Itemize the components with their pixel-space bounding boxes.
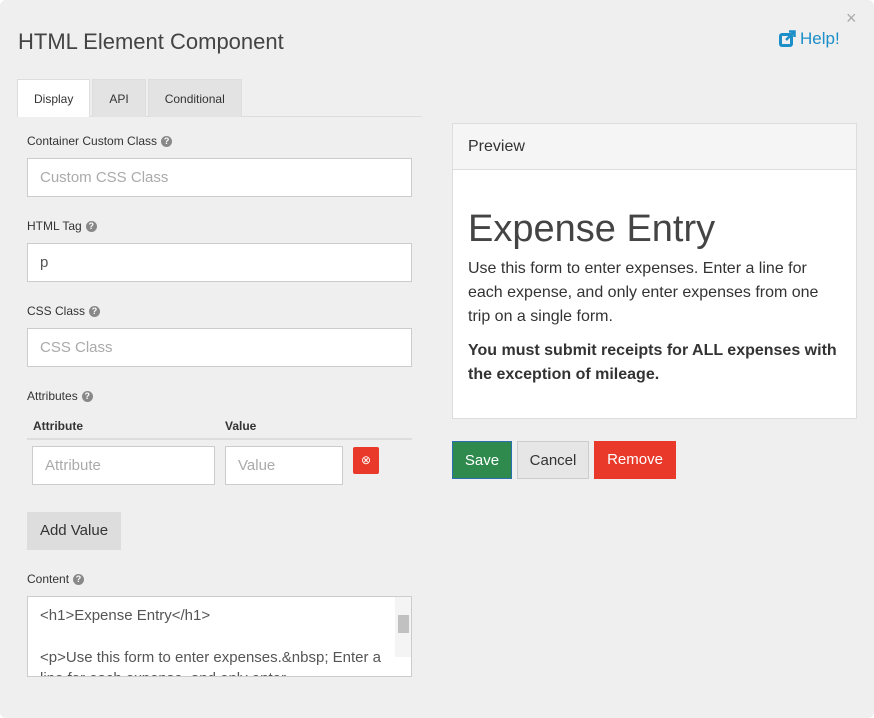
preview-bold-paragraph: You must submit receipts for ALL expense…: [468, 342, 837, 383]
save-button[interactable]: Save: [452, 441, 512, 479]
help-icon[interactable]: ?: [81, 390, 93, 402]
scrollbar[interactable]: [395, 597, 411, 657]
content-line: <h1>Expense Entry</h1>: [40, 607, 211, 624]
html-tag-input[interactable]: p: [27, 243, 412, 282]
help-icon[interactable]: ?: [73, 573, 85, 585]
content-label: Content?: [27, 572, 85, 586]
preview-heading: Expense Entry: [468, 208, 716, 250]
tab-api[interactable]: API: [92, 79, 146, 117]
remove-row-button[interactable]: ⊗: [353, 447, 379, 474]
attribute-input[interactable]: Attribute: [32, 446, 215, 485]
col-attribute: Attribute: [33, 419, 83, 433]
content-line: line for each expense, and only enter: [40, 668, 387, 676]
label-text: Attributes: [27, 389, 78, 403]
col-value: Value: [225, 419, 257, 433]
css-class-label: CSS Class?: [27, 304, 101, 318]
value-input[interactable]: Value: [225, 446, 343, 485]
label-text: Content: [27, 572, 70, 586]
tab-display[interactable]: Display: [17, 79, 91, 117]
help-link[interactable]: Help!: [778, 29, 840, 49]
html-tag-label: HTML Tag?: [27, 219, 97, 233]
content-line: [40, 626, 387, 647]
preview-header: Preview: [453, 124, 856, 170]
label-text: HTML Tag: [27, 219, 82, 233]
attributes-label: Attributes?: [27, 389, 93, 403]
label-text: CSS Class: [27, 304, 86, 318]
preview-panel: Preview Expense Entry Use this form to e…: [452, 123, 857, 419]
close-icon[interactable]: ×: [846, 8, 857, 28]
tab-bar: Display API Conditional: [17, 79, 422, 117]
preview-paragraph: Use this form to enter expenses. Enter a…: [468, 260, 819, 325]
remove-button[interactable]: Remove: [594, 441, 676, 479]
divider: [27, 438, 412, 440]
remove-circle-icon: ⊗: [360, 453, 372, 467]
help-icon[interactable]: ?: [89, 305, 101, 317]
css-class-input[interactable]: CSS Class: [27, 328, 412, 367]
add-value-button[interactable]: Add Value: [27, 512, 121, 550]
modal-title: HTML Element Component: [18, 29, 284, 54]
help-icon[interactable]: ?: [85, 220, 97, 232]
container-class-label: Container Custom Class?: [27, 134, 173, 148]
content-line: <p>Use this form to enter expenses.&nbsp…: [40, 649, 382, 666]
label-text: Container Custom Class: [27, 134, 158, 148]
help-icon[interactable]: ?: [161, 135, 173, 147]
help-label: Help!: [800, 29, 840, 48]
external-link-icon: [779, 30, 796, 47]
content-textarea[interactable]: <h1>Expense Entry</h1> <p>Use this form …: [27, 596, 412, 677]
tab-conditional[interactable]: Conditional: [147, 79, 242, 117]
container-class-input[interactable]: Custom CSS Class: [27, 158, 412, 197]
cancel-button[interactable]: Cancel: [517, 441, 589, 479]
